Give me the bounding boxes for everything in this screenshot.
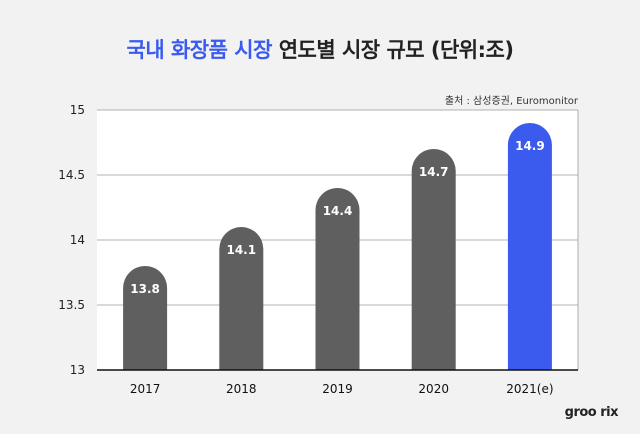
bar-value-label: 14.9 <box>515 139 545 153</box>
x-tick-label: 2017 <box>130 382 161 396</box>
x-tick-label: 2021(e) <box>506 382 553 396</box>
y-tick-label: 13.5 <box>58 298 85 312</box>
x-tick-label: 2019 <box>322 382 353 396</box>
bar-value-label: 13.8 <box>130 282 160 296</box>
y-tick-label: 13 <box>70 363 85 377</box>
bar-value-label: 14.7 <box>419 165 449 179</box>
bar <box>507 122 552 371</box>
chart-title: 국내 화장품 시장 연도별 시장 규모 (단위:조) <box>0 34 640 64</box>
bar <box>219 227 264 370</box>
bar <box>315 188 360 370</box>
x-tick-label: 2020 <box>418 382 449 396</box>
y-tick-label: 14 <box>70 233 85 247</box>
y-tick-label: 14.5 <box>58 168 85 182</box>
chart-title-highlight: 국내 화장품 시장 <box>126 38 273 62</box>
bar <box>411 149 456 370</box>
chart-title-rest: 연도별 시장 규모 (단위:조) <box>278 38 514 62</box>
y-tick-label: 15 <box>70 103 85 117</box>
bar-value-label: 14.4 <box>323 204 353 218</box>
x-tick-label: 2018 <box>226 382 257 396</box>
bar-value-label: 14.1 <box>226 243 256 257</box>
brand-watermark: groo rix <box>564 405 619 420</box>
bar <box>123 266 168 370</box>
source-note: 출처 : 삼성증권, Euromonitor <box>444 96 578 107</box>
